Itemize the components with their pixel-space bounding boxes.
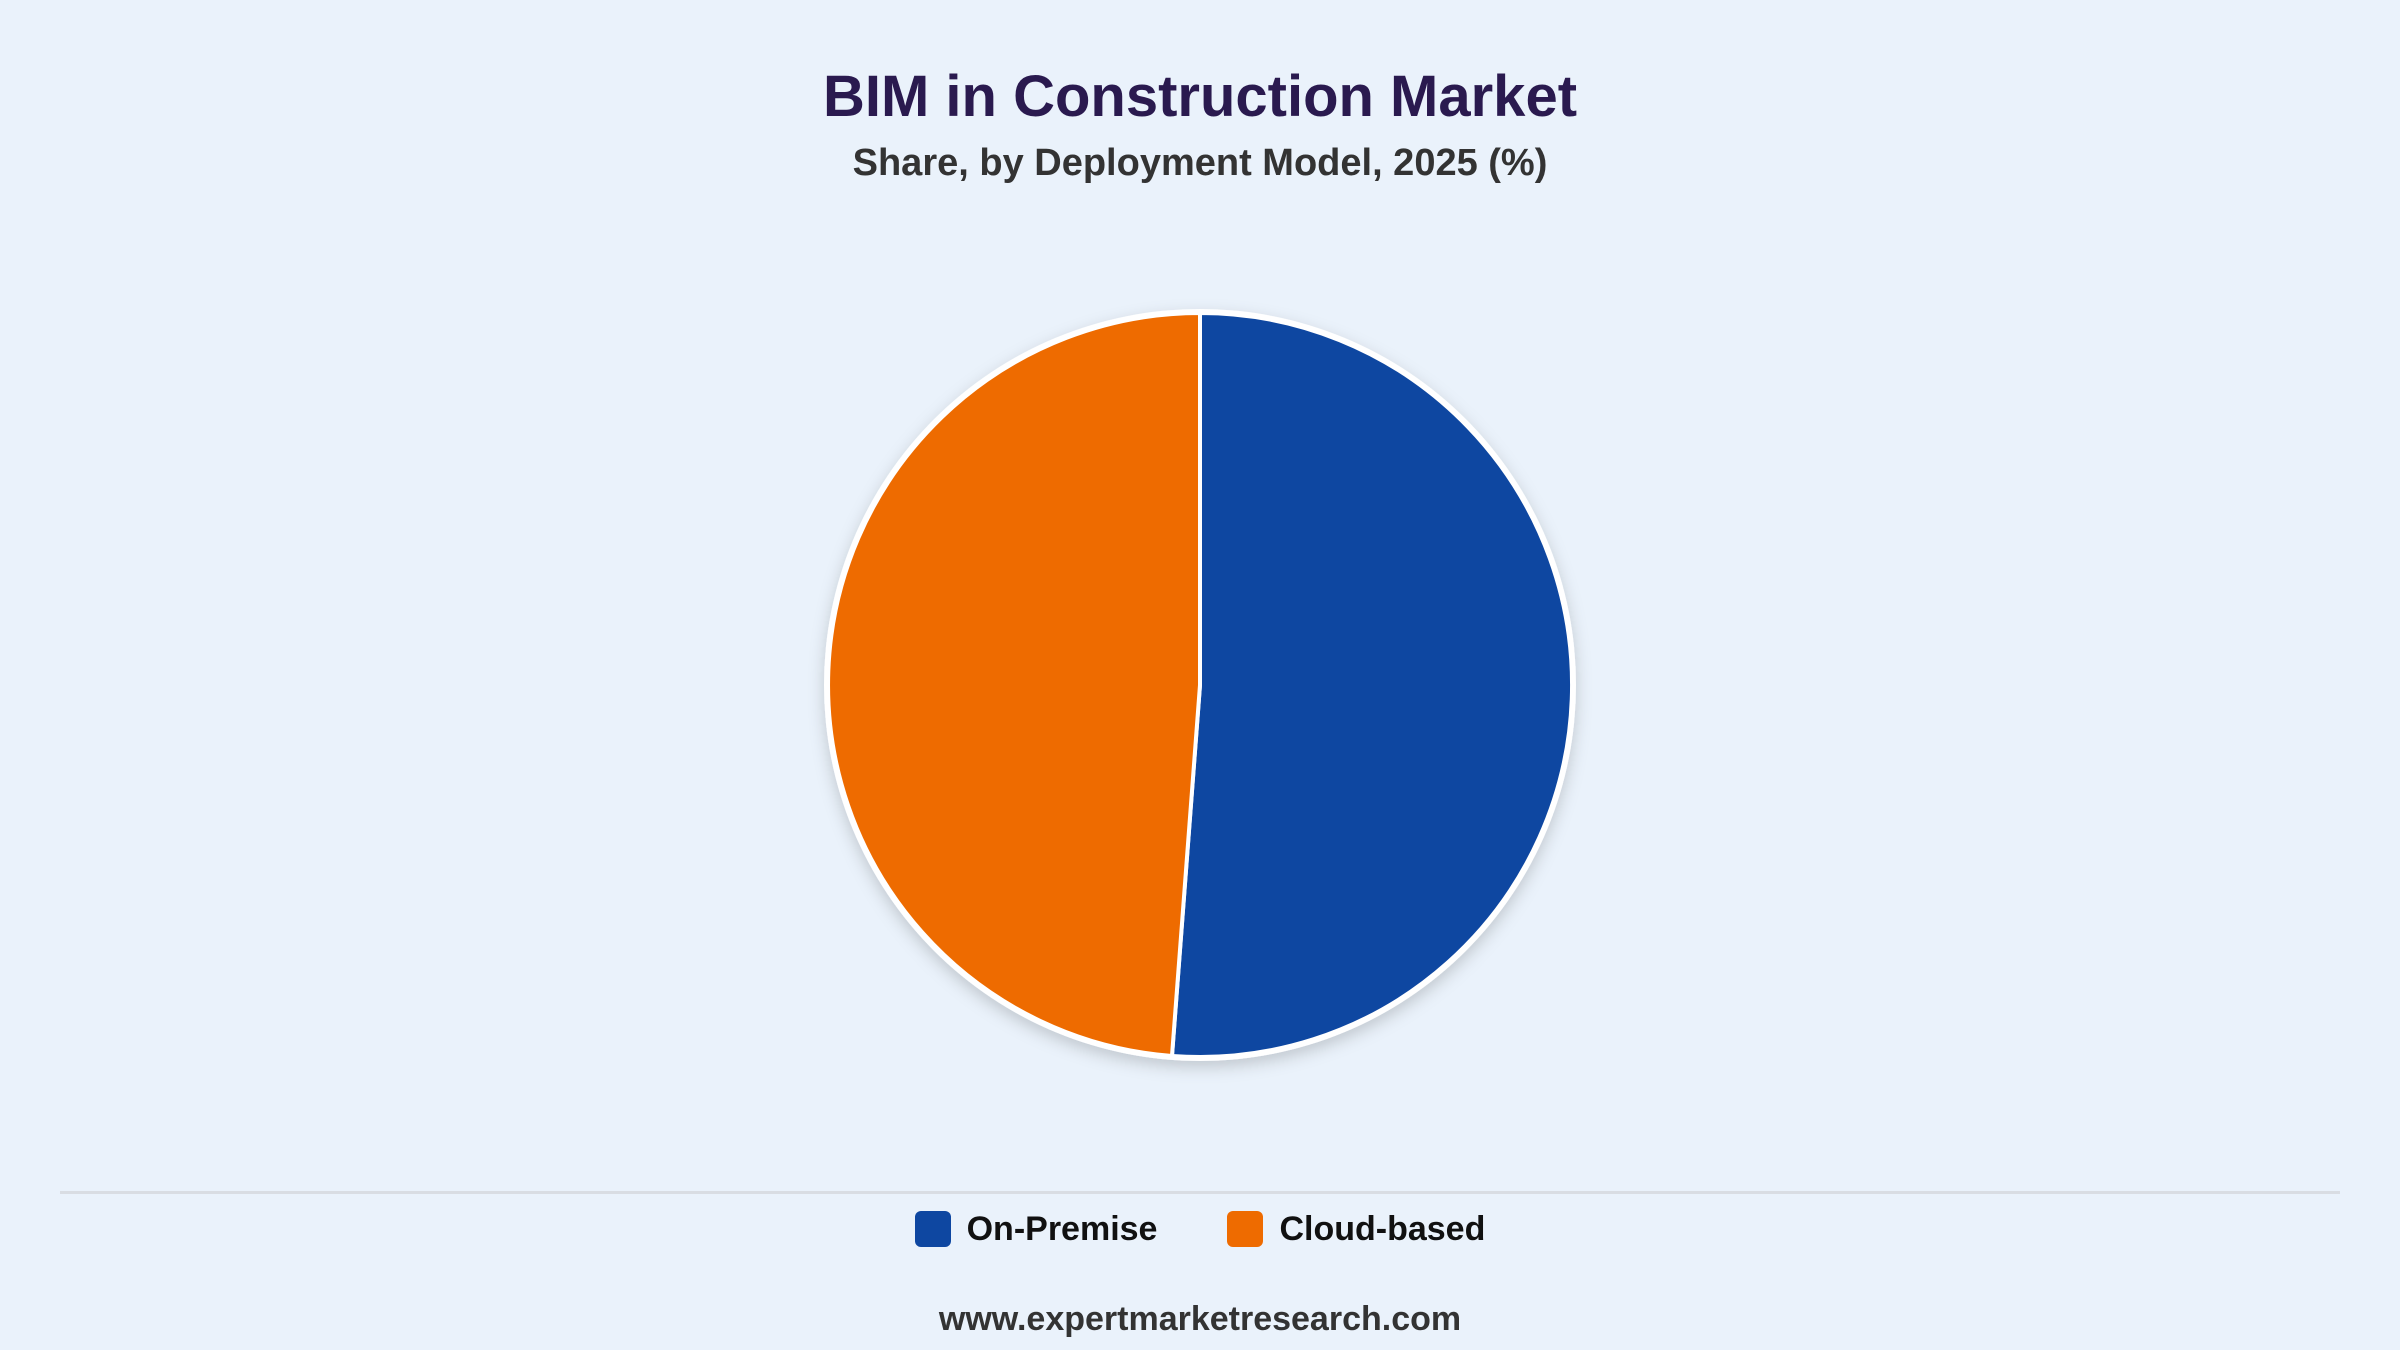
legend-swatch-cloud-based — [1227, 1211, 1264, 1247]
pie-slices — [824, 309, 1576, 1061]
pie-slice-on-premise[interactable] — [1169, 311, 1574, 1059]
chart-title: BIM in Construction Market — [822, 64, 1578, 129]
legend-divider — [60, 1191, 2340, 1194]
chart-subtitle: Share, by Deployment Model, 2025 (%) — [852, 142, 1548, 184]
legend-label-on-premise: On-Premise — [966, 1210, 1158, 1248]
legend-item-on-premise[interactable]: On-Premise — [914, 1204, 1158, 1254]
legend-label-cloud-based: Cloud-based — [1279, 1210, 1486, 1248]
legend-item-cloud-based[interactable]: Cloud-based — [1227, 1204, 1485, 1254]
source-footer: www.expertmarketresearch.com — [938, 1300, 1462, 1338]
pie-slice-cloud-based[interactable] — [826, 311, 1202, 1058]
legend: On-Premise Cloud-based — [0, 1204, 2400, 1254]
legend-swatch-on-premise — [914, 1211, 951, 1247]
